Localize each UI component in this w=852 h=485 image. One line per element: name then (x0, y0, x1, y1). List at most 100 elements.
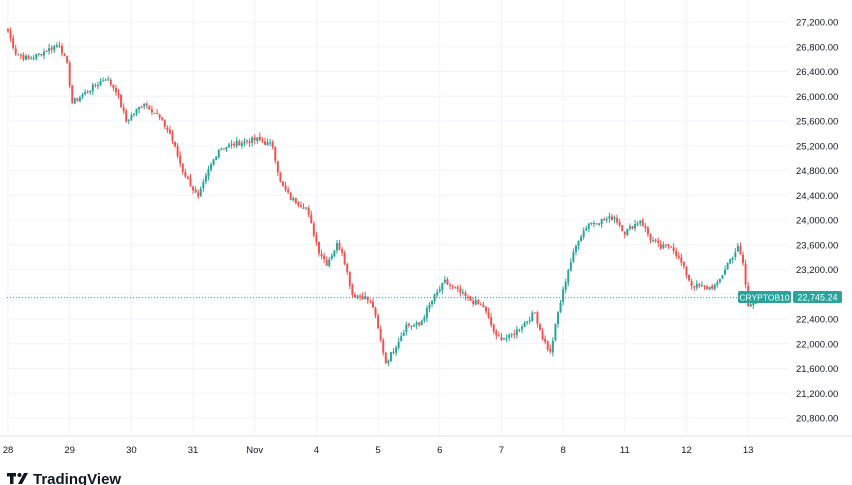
candle-body (485, 306, 488, 312)
candle-body (351, 285, 354, 295)
candle-body (521, 326, 523, 330)
candle-body (37, 53, 40, 55)
candle-body (12, 38, 15, 48)
candle-body (644, 226, 647, 228)
candle-body (307, 208, 310, 215)
candle-body (135, 108, 138, 114)
candle-body (389, 351, 392, 362)
candle-body (713, 284, 716, 290)
candle-body (274, 146, 277, 161)
candle-body (102, 80, 105, 82)
last-price-value: 22,745.24 (797, 293, 837, 303)
candle-body (86, 91, 89, 93)
candle-body (7, 28, 9, 32)
candle-body (71, 85, 74, 103)
candle-body (22, 54, 25, 59)
candle-body (467, 296, 470, 298)
price-axis[interactable]: 27,200.00 26,800.00 26,400.00 26,000.00 25,6… (796, 18, 838, 425)
candle-body (405, 324, 408, 333)
price-tick-label: 24,800.00 (796, 166, 838, 177)
candle-body (197, 192, 200, 197)
last-price-badge (793, 291, 842, 303)
candle-body (366, 296, 369, 301)
symbol-badge (738, 291, 791, 303)
candle-body (508, 334, 511, 338)
candle-body (222, 148, 225, 150)
candle-body (623, 231, 626, 235)
time-tick-label: 31 (188, 445, 199, 456)
candle-body (353, 294, 356, 298)
candle-body (415, 322, 418, 326)
candle-body (58, 45, 61, 47)
candle-body (716, 282, 719, 285)
candle-body (538, 324, 541, 330)
time-axis[interactable]: 28 29 30 31 Nov 4 5 6 7 8 11 12 13 (0, 435, 852, 456)
candle-body (626, 229, 629, 236)
candle-body (35, 53, 38, 59)
candle-body (654, 239, 657, 242)
price-tick-label: 24,400.00 (796, 191, 838, 202)
candle-body (163, 119, 166, 127)
candle-body (310, 214, 313, 224)
candle-body (317, 242, 320, 254)
candle-body (438, 289, 441, 292)
candle-body (724, 269, 727, 275)
candle-body (634, 223, 637, 229)
candle-body (533, 312, 536, 314)
price-tick-label: 21,200.00 (796, 389, 838, 400)
candle-body (425, 308, 428, 318)
candle-body (24, 55, 27, 60)
candle-body (739, 246, 742, 255)
candle-body (700, 285, 703, 287)
time-tick-label: 7 (499, 445, 504, 456)
candle-body (107, 79, 110, 81)
candle-body (418, 322, 421, 326)
candle-body (148, 105, 151, 110)
time-tick-label: 8 (560, 445, 565, 456)
candle-body (605, 218, 608, 220)
candle-body (395, 347, 398, 353)
time-tick-label: 6 (437, 445, 442, 456)
candle-body (510, 334, 513, 336)
candle-body (202, 182, 205, 189)
candle-body (492, 324, 495, 332)
candle-body (407, 323, 410, 326)
candle-body (199, 188, 202, 196)
candle-body (736, 246, 739, 252)
candle-body (53, 45, 56, 51)
candle-body (89, 91, 92, 93)
candle-body (528, 320, 531, 322)
candle-body (531, 312, 534, 322)
candle-body (161, 117, 164, 120)
candle-body (474, 300, 477, 305)
candle-body (45, 51, 48, 53)
candle-body (608, 216, 611, 219)
candle-body (752, 302, 755, 306)
candle-body (150, 109, 153, 113)
candle-body (66, 55, 69, 63)
candle-body (536, 312, 539, 324)
candle-body (30, 58, 33, 60)
candle-body (287, 189, 290, 193)
candle-body (371, 301, 374, 308)
candle-body (472, 300, 475, 305)
candle-body (117, 93, 120, 96)
candle-body (127, 119, 130, 121)
candle-body (505, 337, 508, 339)
candle-body (176, 146, 179, 156)
candle-body (264, 141, 266, 145)
candle-body (613, 217, 616, 220)
candle-body (271, 142, 274, 148)
candle-body (400, 336, 403, 342)
candle-body (592, 223, 595, 225)
candles (7, 27, 757, 366)
candle-body (279, 172, 282, 182)
candle-body (130, 115, 133, 120)
candle-body (294, 197, 297, 204)
candle-body (618, 222, 621, 226)
candle-body (526, 321, 529, 323)
candle-body (600, 219, 603, 225)
candle-body (582, 230, 585, 238)
candle-body (338, 242, 341, 250)
